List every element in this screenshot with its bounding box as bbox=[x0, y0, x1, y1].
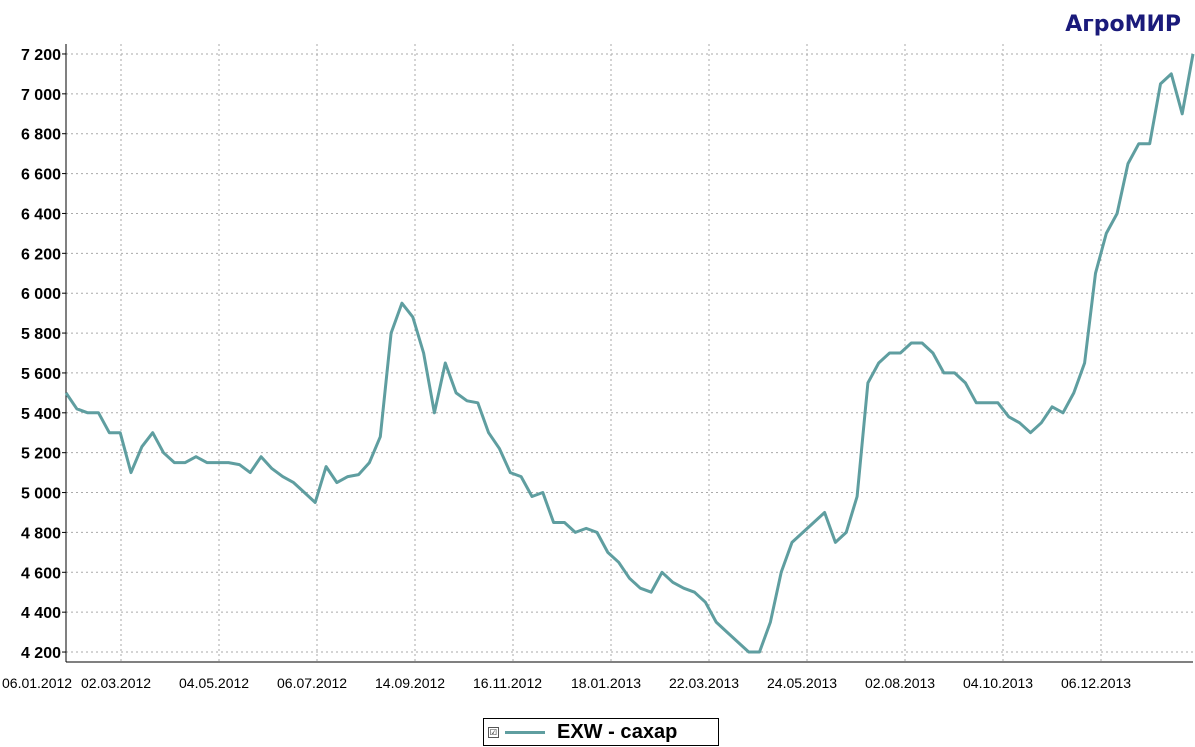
y-tick-label: 6 200 bbox=[21, 246, 61, 263]
y-tick-label: 6 000 bbox=[21, 286, 61, 303]
x-tick-label: 16.11.2012 bbox=[473, 675, 542, 691]
y-tick-label: 5 200 bbox=[21, 446, 61, 463]
y-tick-label: 4 400 bbox=[21, 605, 61, 622]
legend-label: EXW - сахар bbox=[557, 720, 678, 743]
x-tick-label: 06.07.2012 bbox=[277, 675, 347, 691]
x-tick-label: 24.05.2013 bbox=[767, 675, 837, 691]
line-chart: 4 200 4 400 4 600 4 800 5 000 5 200 5 400 5 600… bbox=[2, 44, 1195, 691]
x-tick-label: 04.05.2012 bbox=[179, 675, 249, 691]
y-tick-label: 5 400 bbox=[21, 406, 61, 423]
legend: ☑ EXW - сахар bbox=[483, 718, 719, 746]
x-tick-label: 02.03.2012 bbox=[81, 675, 151, 691]
x-tick-label: 06.01.2012 bbox=[2, 675, 72, 691]
y-tick-label: 5 600 bbox=[21, 366, 61, 383]
y-tick-label: 6 400 bbox=[21, 206, 61, 223]
y-tick-label: 7 000 bbox=[21, 87, 61, 104]
y-tick-label: 6 800 bbox=[21, 127, 61, 144]
x-tick-label: 14.09.2012 bbox=[375, 675, 445, 691]
x-tick-label: 22.03.2013 bbox=[669, 675, 739, 691]
x-tick-label: 18.01.2013 bbox=[571, 675, 641, 691]
y-tick-label: 4 800 bbox=[21, 525, 61, 542]
y-tick-label: 7 200 bbox=[21, 47, 61, 64]
y-tick-label: 4 600 bbox=[21, 565, 61, 582]
legend-swatch bbox=[505, 730, 545, 734]
y-tick-label: 4 200 bbox=[21, 645, 61, 662]
y-tick-label: 5 000 bbox=[21, 486, 61, 503]
x-tick-label: 06.12.2013 bbox=[1061, 675, 1131, 691]
y-tick-label: 6 600 bbox=[21, 167, 61, 184]
legend-checkbox[interactable]: ☑ bbox=[488, 726, 499, 738]
brand-logo: АгроМИР bbox=[1065, 12, 1181, 37]
x-tick-label: 02.08.2013 bbox=[865, 675, 935, 691]
x-tick-label: 04.10.2013 bbox=[963, 675, 1033, 691]
y-tick-label: 5 800 bbox=[21, 326, 61, 343]
series-line-exw-sugar bbox=[64, 53, 1195, 654]
